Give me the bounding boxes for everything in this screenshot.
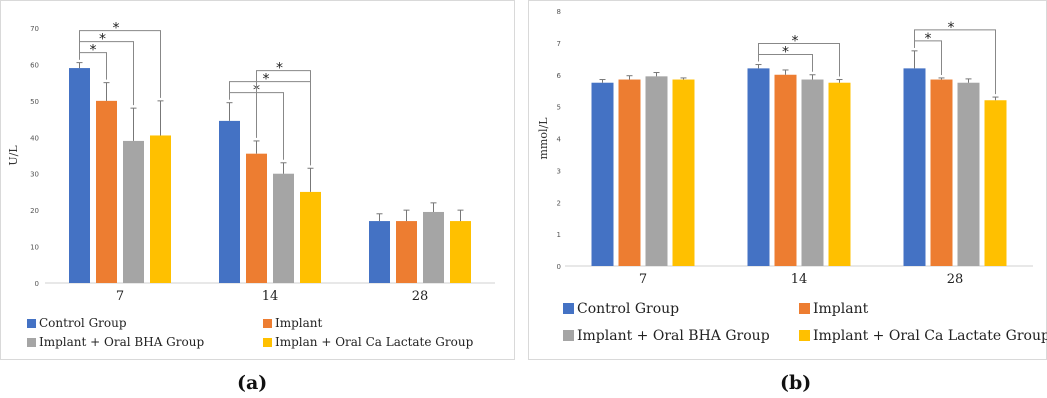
significance-bracket [758,43,840,77]
bar [903,68,926,266]
bar [369,221,390,283]
y-tick-label: 10 [30,244,39,252]
y-axis-label: mmol/L [537,117,550,160]
bar [273,173,294,283]
bar [96,100,117,283]
caption-a: (a) [237,372,268,394]
legend-swatch [563,303,574,314]
bar [828,82,851,266]
y-tick-label: 1 [557,231,561,239]
legend-swatch [563,330,574,341]
significance-marker: * [925,31,932,47]
chart-panel-a: U/L 0 10 20 30 40 50 60 70 7 14 28 * * * * * * Control Gro… [0,0,515,360]
significance-marker: * [113,21,120,37]
legend-label: Implant [813,301,869,317]
legend-label: Implan + Oral Ca Lactate Group [275,335,474,349]
bar [423,211,444,283]
y-tick-label: 60 [30,61,39,69]
significance-bracket [914,29,996,95]
significance-bracket [229,81,311,166]
bar [123,140,144,283]
x-tick-label: 28 [412,289,429,304]
y-tick-label: 4 [557,136,562,144]
legend-label: Control Group [39,316,127,330]
y-tick-label: 0 [557,263,561,271]
x-tick-label: 7 [639,272,647,287]
y-tick-label: 3 [557,167,561,175]
significance-marker: * [792,34,799,50]
y-tick-label: 40 [30,134,39,142]
bar [930,79,953,266]
y-tick-label: 8 [557,8,561,16]
y-axis-label: U/L [7,145,20,166]
y-tick-label: 5 [557,104,561,112]
bar [801,79,824,266]
legend-swatch [27,319,36,328]
y-tick-label: 2 [557,199,561,207]
x-tick-label: 14 [262,289,279,304]
y-tick-label: 6 [557,72,562,80]
bar [774,74,797,266]
significance-marker: * [276,61,283,77]
legend-swatch [263,319,272,328]
bar [957,82,980,266]
y-tick-label: 70 [30,25,39,33]
significance-bracket [79,30,161,98]
bar [396,221,417,283]
bar [645,76,668,266]
x-tick-label: 7 [116,289,124,304]
bar [450,221,471,283]
legend-label: Implant [275,316,323,330]
bar [747,68,770,266]
legend-swatch [799,303,810,314]
chart-panel-b: mmol/L 0 1 2 3 4 5 6 7 8 7 14 28 * * * * Control Group Imp… [528,0,1047,360]
legend-label: Implant + Oral Ca Lactate Group [813,328,1047,344]
legend-swatch [799,330,810,341]
bar [246,153,267,283]
bar [984,100,1007,266]
bar [300,191,321,283]
y-tick-label: 30 [30,171,39,179]
bar [69,68,90,283]
legend-label: Implant + Oral BHA Group [39,335,204,349]
y-tick-label: 50 [30,98,39,106]
x-tick-label: 14 [791,272,808,287]
bar [219,120,240,284]
y-tick-label: 20 [30,207,39,215]
bar [672,79,695,266]
x-tick-label: 28 [947,272,964,287]
bar [591,82,614,266]
legend-swatch [27,338,36,347]
significance-marker: * [99,32,106,48]
bar [150,135,171,283]
caption-b: (b) [780,372,812,394]
legend-swatch [263,338,272,347]
significance-marker: * [90,43,97,59]
significance-marker: * [263,72,270,88]
legend-label: Implant + Oral BHA Group [577,328,770,344]
y-tick-label: 7 [557,40,561,48]
legend-label: Control Group [577,301,679,317]
y-tick-label: 0 [35,280,39,288]
significance-marker: * [948,20,955,36]
significance-marker: * [782,45,789,61]
significance-bracket [256,70,311,166]
bar [618,79,641,266]
